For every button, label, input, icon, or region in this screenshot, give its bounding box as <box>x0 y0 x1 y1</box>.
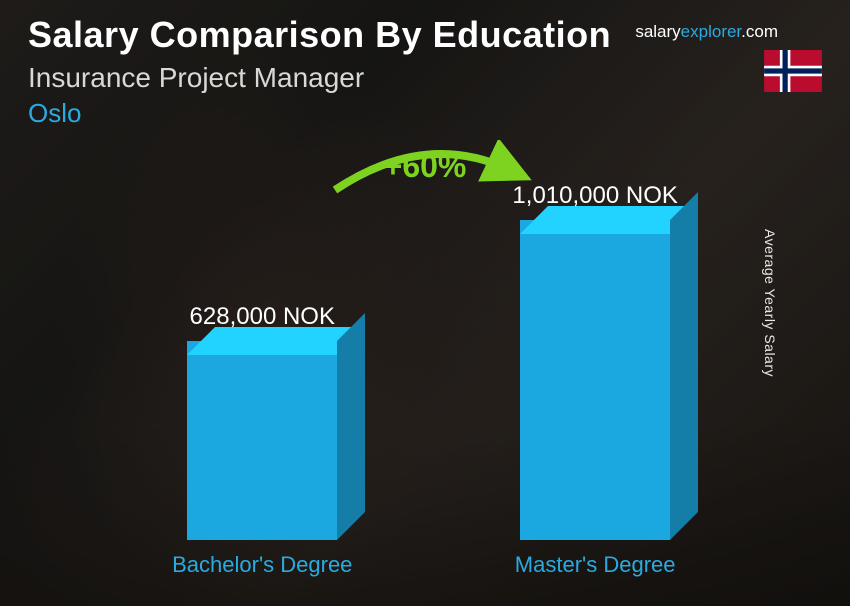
bar-group-0: 628,000 NOKBachelor's Degree <box>172 303 352 578</box>
percent-increase-badge: +60% <box>384 148 467 185</box>
source-accent: explorer <box>681 22 741 41</box>
norway-flag-icon <box>764 50 822 92</box>
bar-side-face <box>337 313 365 540</box>
bar-front-face <box>520 220 670 540</box>
source-attribution: salaryexplorer.com <box>635 22 778 42</box>
bar-3d <box>520 220 670 540</box>
bar-front-face <box>187 341 337 540</box>
bar-label: Master's Degree <box>515 552 676 578</box>
bar-group-1: 1,010,000 NOKMaster's Degree <box>512 182 677 578</box>
bar-chart: 628,000 NOKBachelor's Degree 1,010,000 NO… <box>0 148 850 578</box>
bar-3d <box>187 341 337 540</box>
location: Oslo <box>28 98 822 129</box>
source-prefix: salary <box>635 22 680 41</box>
job-title: Insurance Project Manager <box>28 62 822 94</box>
bar-label: Bachelor's Degree <box>172 552 352 578</box>
bar-side-face <box>670 192 698 540</box>
source-suffix: .com <box>741 22 778 41</box>
